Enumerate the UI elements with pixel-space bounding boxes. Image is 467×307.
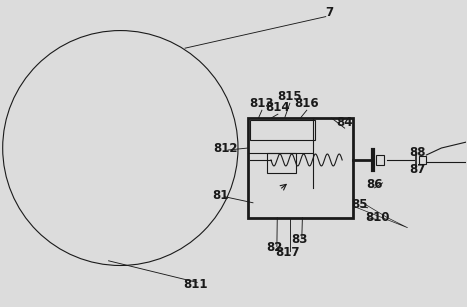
Text: 812: 812	[213, 142, 237, 154]
Text: 816: 816	[295, 97, 319, 110]
Text: 84: 84	[336, 116, 353, 129]
Text: 87: 87	[409, 163, 425, 177]
Bar	[419, 156, 426, 164]
Text: 813: 813	[250, 97, 274, 110]
Text: 85: 85	[351, 198, 368, 211]
Bar	[250, 120, 315, 140]
Text: 83: 83	[291, 233, 308, 246]
Text: 86: 86	[366, 178, 383, 191]
Text: 815: 815	[277, 90, 302, 103]
Bar	[248, 118, 353, 218]
Bar	[375, 155, 383, 165]
Text: 7: 7	[325, 6, 334, 19]
Text: 814: 814	[266, 101, 290, 114]
Text: 82: 82	[267, 241, 283, 254]
Text: 811: 811	[183, 278, 207, 291]
Text: 88: 88	[409, 146, 426, 158]
Text: 81: 81	[212, 189, 228, 202]
Text: 817: 817	[276, 246, 300, 259]
Bar	[267, 153, 296, 173]
Text: 810: 810	[365, 211, 390, 224]
